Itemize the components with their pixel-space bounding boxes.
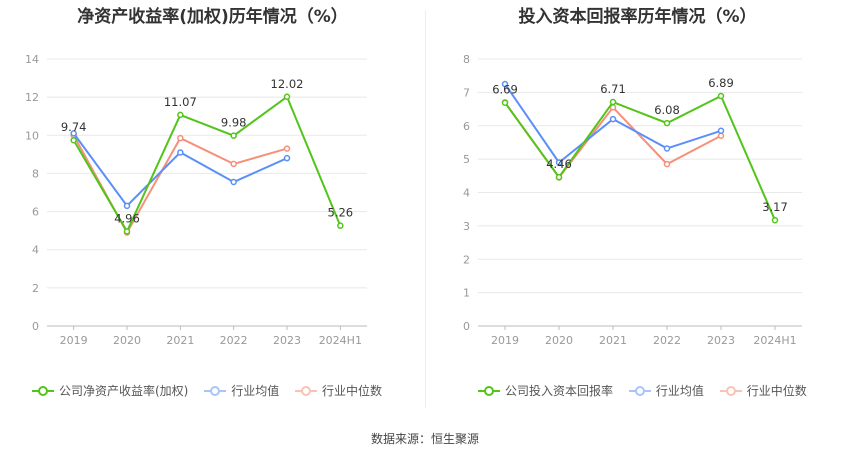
data-label: 3.17 xyxy=(762,200,788,214)
data-point-mean xyxy=(70,130,77,137)
data-point-mean xyxy=(283,154,291,162)
x-tick-label: 2021 xyxy=(599,334,627,347)
x-tick-label: 2021 xyxy=(166,334,194,347)
data-point-mean xyxy=(609,115,617,123)
data-point-mean xyxy=(177,149,184,156)
y-tick-label: 7 xyxy=(463,86,470,99)
legend-label-median: 行业中位数 xyxy=(746,384,807,398)
y-tick-label: 10 xyxy=(25,129,39,142)
data-point-median xyxy=(663,160,671,168)
chart-title-roe: 净资产收益率(加权)历年情况（%） xyxy=(77,7,348,27)
legend-swatch-mean xyxy=(204,385,227,397)
roe-line-chart: 0 2 4 6 8 10 12 14 2019 2020 2021 2022 2023 2024H1 9.7… xyxy=(25,53,367,347)
legend-item-median[interactable]: 行业中位数 xyxy=(295,382,382,399)
y-tick-label: 2 xyxy=(463,253,470,266)
y-tick-label: 6 xyxy=(463,120,470,133)
data-label: 4.46 xyxy=(546,157,572,171)
roe-legend: 公司净资产收益率(加权) 行业均值 行业中位数 xyxy=(32,382,394,400)
data-point-mean xyxy=(555,159,563,166)
data-point-company xyxy=(337,222,344,229)
legend-label-company: 公司净资产收益率(加权) xyxy=(59,384,189,398)
data-point-company xyxy=(609,98,617,106)
data-point-company xyxy=(70,136,77,144)
data-label: 6.69 xyxy=(492,83,518,97)
x-tick-label: 2020 xyxy=(113,334,141,347)
data-point-mean xyxy=(123,202,131,210)
data-point-company xyxy=(283,93,291,101)
legend-label-mean: 行业均值 xyxy=(231,384,280,398)
legend-item-median[interactable]: 行业中位数 xyxy=(719,382,807,399)
data-point-mean xyxy=(663,145,671,152)
data-label: 6.71 xyxy=(600,82,626,96)
data-point-mean xyxy=(501,80,509,88)
data-point-mean xyxy=(230,178,237,186)
data-label: 12.02 xyxy=(271,77,304,91)
y-tick-label: 1 xyxy=(463,287,470,300)
data-point-company xyxy=(123,228,131,235)
roic-legend: 公司投入资本回报率 行业均值 行业中位数 xyxy=(478,382,819,400)
x-tick-label: 2023 xyxy=(707,334,735,347)
y-tick-label: 0 xyxy=(32,320,39,333)
data-label: 9.74 xyxy=(61,120,87,134)
data-source-note: 数据来源：恒生聚源 xyxy=(370,432,479,446)
data-point-company xyxy=(177,111,184,119)
y-tick-label: 12 xyxy=(25,91,39,104)
x-tick-label: 2019 xyxy=(60,334,88,347)
x-tick-label: 2022 xyxy=(220,334,248,347)
series-line-median xyxy=(504,101,722,180)
y-tick-label: 8 xyxy=(32,167,39,180)
data-point-company xyxy=(501,99,509,106)
legend-swatch-median xyxy=(295,385,318,397)
data-point-company xyxy=(230,132,237,139)
roic-line-chart: 0 1 2 3 4 5 6 7 8 2019 2020 2021 2022 2023 2024H1 6.69 4… xyxy=(463,53,802,347)
y-tick-label: 5 xyxy=(463,153,470,166)
x-tick-label: 2020 xyxy=(545,334,573,347)
data-point-median xyxy=(230,160,237,168)
data-point-mean xyxy=(717,127,725,135)
legend-swatch-median xyxy=(719,385,742,397)
data-label: 11.07 xyxy=(164,95,197,109)
data-label: 5.26 xyxy=(328,206,354,220)
y-tick-label: 14 xyxy=(25,53,39,66)
x-tick-label: 2024H1 xyxy=(319,334,362,347)
legend-label-mean: 行业均值 xyxy=(655,384,704,398)
legend-item-mean[interactable]: 行业均值 xyxy=(628,382,704,399)
legend-item-mean[interactable]: 行业均值 xyxy=(204,382,279,399)
series-line-company xyxy=(504,94,776,221)
data-point-company xyxy=(555,173,563,181)
y-tick-label: 8 xyxy=(463,53,470,66)
y-tick-label: 4 xyxy=(32,244,39,257)
legend-label-company: 公司投入资本回报率 xyxy=(505,384,614,398)
legend-swatch-company xyxy=(478,385,500,397)
legend-item-company[interactable]: 公司净资产收益率(加权) xyxy=(32,382,188,399)
data-label: 4.96 xyxy=(114,211,140,225)
data-point-median xyxy=(283,145,291,152)
data-point-company xyxy=(771,216,779,224)
x-tick-label: 2022 xyxy=(653,334,681,347)
data-point-median xyxy=(177,134,184,142)
chart-divider xyxy=(425,10,426,408)
y-tick-label: 4 xyxy=(463,187,470,200)
legend-label-median: 行业中位数 xyxy=(322,384,383,398)
y-tick-label: 0 xyxy=(463,320,470,333)
y-tick-label: 3 xyxy=(463,220,470,233)
x-tick-label: 2019 xyxy=(491,334,519,347)
series-line-company xyxy=(72,95,342,234)
x-tick-label: 2023 xyxy=(273,334,301,347)
legend-item-company[interactable]: 公司投入资本回报率 xyxy=(478,382,613,399)
y-tick-label: 6 xyxy=(32,206,39,219)
x-tick-label: 2024H1 xyxy=(753,334,796,347)
legend-swatch-company xyxy=(32,385,54,397)
data-point-median xyxy=(717,132,725,140)
data-point-company xyxy=(663,119,671,127)
chart-title-roic: 投入资本回报率历年情况（%） xyxy=(518,7,757,27)
data-label: 6.89 xyxy=(708,76,734,90)
data-label: 9.98 xyxy=(221,116,247,130)
data-label: 6.08 xyxy=(654,103,680,117)
y-tick-label: 2 xyxy=(32,282,39,295)
legend-swatch-mean xyxy=(628,385,651,397)
data-point-company xyxy=(717,92,725,100)
